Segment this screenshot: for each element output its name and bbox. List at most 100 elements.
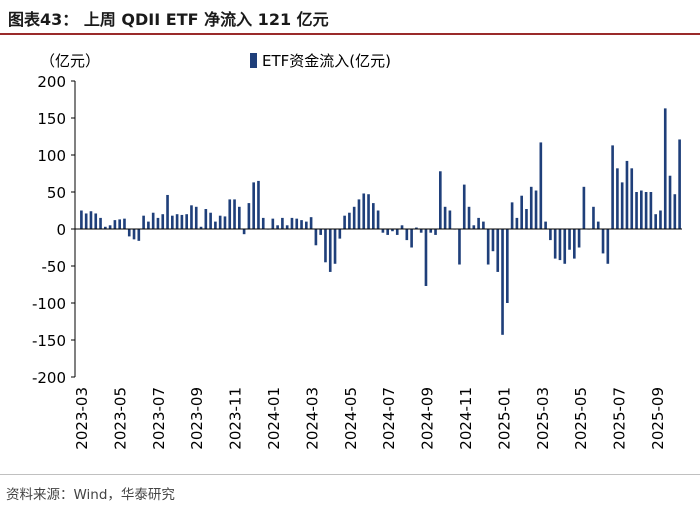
legend-label: ETF资金流入(亿元) — [262, 52, 391, 70]
bar — [381, 229, 385, 233]
y-tick-label: 50 — [47, 184, 66, 202]
x-tick-label: 2024-01 — [265, 387, 283, 450]
bar — [285, 225, 289, 229]
bar — [367, 194, 370, 229]
bar — [625, 160, 629, 229]
bar — [151, 212, 155, 229]
x-tick-label: 2025-09 — [649, 387, 667, 450]
bar — [529, 186, 533, 229]
y-tick-label: 100 — [37, 147, 66, 165]
bar — [290, 217, 294, 229]
x-tick-label: 2024-07 — [380, 387, 398, 450]
bar — [142, 215, 145, 229]
bar — [352, 206, 356, 229]
bar — [606, 229, 610, 264]
bar — [429, 229, 433, 233]
axes — [74, 81, 682, 377]
bar — [175, 214, 179, 229]
bar — [271, 218, 275, 229]
bar — [678, 139, 681, 229]
bar — [496, 229, 500, 272]
bar — [611, 145, 614, 229]
bar — [405, 229, 409, 241]
y-axis: 200 150 100 50 0 -50 -100 -150 -200 — [32, 73, 75, 387]
bar — [630, 168, 634, 229]
bar — [338, 229, 342, 239]
bar — [108, 225, 112, 229]
bar — [577, 229, 581, 248]
bar — [218, 215, 222, 229]
bar — [257, 180, 260, 229]
bar — [443, 206, 447, 229]
x-tick-label: 2023-11 — [227, 387, 245, 450]
bar — [620, 182, 624, 229]
bar — [194, 206, 198, 229]
bar — [209, 212, 212, 229]
bar — [501, 229, 504, 335]
bar — [276, 225, 279, 229]
x-tick-label: 2025-07 — [611, 387, 629, 450]
bar — [261, 217, 265, 229]
bar — [333, 229, 337, 264]
bar — [328, 229, 332, 272]
bar — [357, 199, 361, 229]
bar — [415, 227, 418, 229]
bar — [592, 206, 595, 229]
bar — [654, 214, 657, 229]
bar — [204, 209, 208, 229]
y-tick-label: 150 — [37, 110, 66, 128]
x-tick-label: 2023-09 — [188, 387, 206, 450]
bar — [242, 229, 246, 235]
bar — [439, 171, 442, 229]
bar — [104, 226, 107, 229]
bar — [185, 214, 188, 229]
x-tick-label: 2023-03 — [73, 387, 91, 450]
bar — [89, 211, 93, 229]
bar — [305, 221, 308, 229]
bar — [673, 194, 677, 229]
bar — [233, 199, 236, 229]
bar — [295, 218, 299, 229]
bar — [80, 210, 83, 229]
bar — [668, 175, 672, 229]
bar — [458, 229, 461, 265]
y-tick-label: -150 — [32, 332, 66, 350]
y-tick-label: 0 — [56, 221, 66, 239]
bar — [247, 203, 251, 229]
bar — [214, 221, 217, 229]
y-tick-label: 200 — [37, 73, 66, 91]
bar — [223, 216, 227, 229]
bar — [515, 217, 519, 229]
bar — [118, 219, 121, 229]
x-tick-label: 2023-07 — [150, 387, 168, 450]
x-tick-label: 2023-05 — [111, 387, 129, 450]
bar — [549, 229, 552, 241]
bar — [228, 199, 232, 229]
bar — [113, 220, 117, 229]
bar — [558, 229, 562, 261]
y-tick-label: -200 — [32, 369, 66, 387]
bar — [635, 192, 638, 229]
bar — [644, 192, 648, 229]
x-tick-label: 2025-05 — [572, 387, 590, 450]
source-note: 资料来源：Wind，华泰研究 — [6, 487, 175, 503]
bar — [649, 192, 653, 229]
bar — [137, 229, 141, 241]
bar — [486, 229, 490, 265]
bar — [553, 229, 557, 259]
bar — [472, 225, 476, 229]
x-tick-label: 2025-01 — [495, 387, 513, 450]
bar — [84, 213, 88, 229]
bar — [410, 229, 413, 248]
bar — [395, 229, 399, 235]
bar — [171, 215, 174, 229]
bar — [199, 226, 203, 229]
bar — [386, 229, 389, 235]
bottom-rule — [0, 474, 700, 475]
legend-swatch — [250, 53, 257, 68]
bar — [123, 218, 126, 229]
bar — [448, 210, 452, 229]
bar — [434, 229, 437, 235]
bar — [180, 214, 184, 229]
